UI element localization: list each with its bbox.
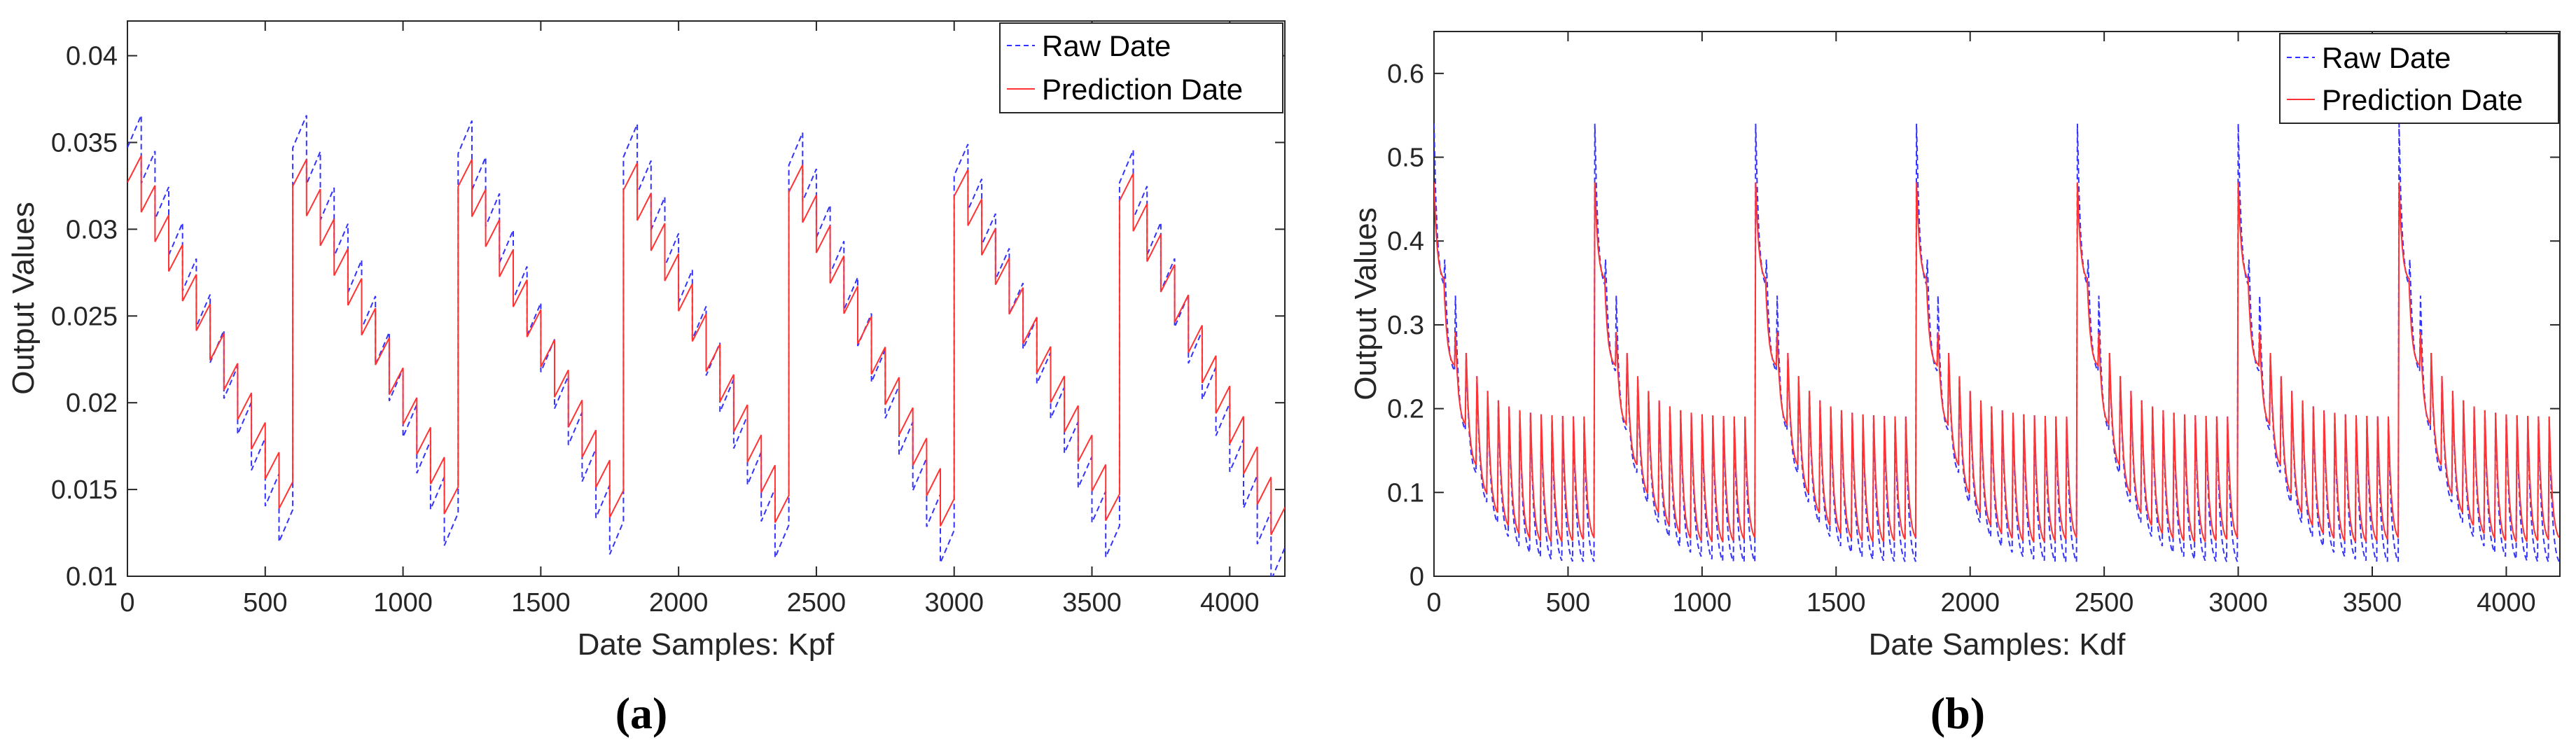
chart-b-x-tick-label: 3500	[2343, 588, 2402, 618]
chart-b-x-tick-label: 1500	[1806, 588, 1866, 618]
chart-a-y-tick-label: 0.01	[66, 562, 118, 592]
chart-a-x-tick-label: 2000	[649, 588, 709, 618]
chart-a-x-tick-label: 1500	[511, 588, 571, 618]
chart-b-x-tick-label: 2000	[1940, 588, 2000, 618]
chart-b-x-label: Date Samples: Kdf	[1869, 627, 2126, 662]
chart-b-y-tick-label: 0.6	[1387, 60, 1424, 89]
chart-a: 0 500 1000 1500 2000 2500 3000 3500 4000 0.01 0.01…	[6, 20, 1286, 738]
chart-a-y-tick-label: 0.02	[66, 389, 118, 418]
chart-a-x-tick-label: 1000	[373, 588, 433, 618]
chart-b-y-tick-label: 0.5	[1387, 144, 1424, 173]
chart-a-y-label: Output Values	[6, 202, 41, 395]
chart-a-y-tick-label: 0.015	[51, 475, 118, 505]
chart-a-series-prediction-date	[127, 155, 1285, 536]
chart-b-legend-raw-label: Raw Date	[2322, 41, 2451, 74]
chart-b-y-tick-label: 0.1	[1387, 478, 1424, 508]
chart-a-legend-box	[999, 22, 1283, 113]
chart-b-y-tick-label: 0	[1409, 562, 1424, 592]
chart-b-x-tick-label: 0	[1426, 588, 1441, 618]
chart-b-legend-pred-label: Prediction Date	[2322, 83, 2523, 116]
chart-b-x-tick-label: 4000	[2477, 588, 2536, 618]
chart-b: 0 500 1000 1500 2000 2500 3000 3500 4000 0 0.1 0.2 0…	[1349, 31, 2561, 738]
chart-a-x-tick-label: 500	[243, 588, 287, 618]
chart-b-y-tick-label: 0.2	[1387, 395, 1424, 424]
chart-a-legend-pred-label: Prediction Date	[1042, 73, 1243, 106]
chart-b-caption: (b)	[1930, 688, 1985, 738]
chart-b-legend: Raw Date Prediction Date	[2279, 33, 2559, 124]
chart-b-x-tick-label: 500	[1546, 588, 1590, 618]
chart-a-x-tick-label: 3000	[924, 588, 984, 618]
chart-b-x-tick-label: 1000	[1673, 588, 1732, 618]
chart-b-y-label: Output Values	[1349, 207, 1383, 401]
chart-a-legend-raw-label: Raw Date	[1042, 29, 1171, 62]
chart-b-legend-box	[2279, 33, 2559, 124]
chart-b-y-tick-label: 0.4	[1387, 227, 1424, 256]
chart-a-y-tick-label: 0.04	[66, 42, 118, 71]
chart-a-y-tick-label: 0.03	[66, 215, 118, 244]
chart-b-x-tick-label: 2500	[2075, 588, 2134, 618]
chart-a-x-tick-label: 3500	[1062, 588, 1122, 618]
chart-b-y-tick-label: 0.3	[1387, 311, 1424, 340]
chart-b-x-tick-label: 3000	[2208, 588, 2268, 618]
chart-b-series-prediction-date	[1434, 182, 2560, 543]
chart-a-x-label: Date Samples: Kpf	[578, 627, 835, 662]
chart-a-x-tick-label: 0	[120, 588, 134, 618]
chart-a-y-tick-label: 0.035	[51, 128, 118, 158]
chart-a-y-tick-label: 0.025	[51, 302, 118, 331]
chart-a-legend: Raw Date Prediction Date	[999, 22, 1283, 113]
chart-a-x-tick-label: 2500	[787, 588, 847, 618]
chart-a-caption: (a)	[615, 688, 668, 738]
chart-a-x-tick-label: 4000	[1200, 588, 1260, 618]
